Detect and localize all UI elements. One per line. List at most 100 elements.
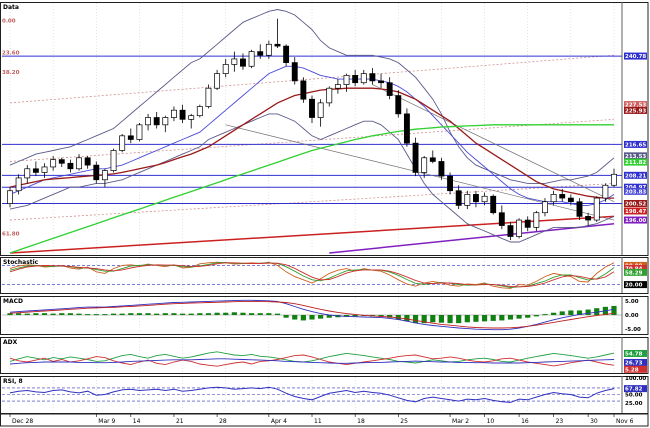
candle-body (101, 170, 108, 181)
adx-scale-label-bg (624, 349, 647, 357)
candle-body (576, 201, 583, 217)
candle-body (136, 124, 143, 140)
candle-body (429, 157, 436, 162)
candle-body (171, 109, 177, 118)
macd-histogram-bar (300, 315, 306, 321)
fib-line (9, 54, 615, 104)
candle-body (412, 142, 419, 173)
adx-scale-label-bg (624, 365, 647, 373)
x-tick-label: 25 (400, 418, 408, 425)
macd-histogram-bar (59, 313, 65, 315)
macd-histogram-bar (576, 310, 583, 315)
candle-body (145, 117, 151, 126)
price-label: 227.53 (625, 103, 646, 109)
macd-histogram-bar (507, 315, 514, 320)
candle-body (352, 75, 359, 84)
macd-histogram-bar (551, 312, 557, 315)
macd-histogram-bar (594, 308, 600, 315)
macd-histogram-bar (525, 315, 531, 318)
candle-body (317, 102, 324, 118)
x-tick-label: 23 (556, 418, 564, 425)
macd-histogram-bar (24, 313, 30, 315)
candle-body (300, 80, 307, 100)
candle-body (274, 43, 281, 47)
candle-body (179, 109, 186, 120)
candle-body (611, 173, 617, 186)
trend-line-gray_diag (225, 124, 615, 221)
macd-histogram-bar (67, 313, 73, 315)
candle-body (395, 95, 402, 115)
price-label-bg (624, 101, 647, 109)
candle-body (205, 87, 212, 107)
adx-line (9, 354, 615, 367)
x-tick-label: Dec 28 (12, 418, 33, 425)
candle-body (498, 212, 505, 226)
macd-histogram-bar (516, 315, 522, 319)
panel-title-macd: MACD (3, 298, 23, 305)
trend-line-purple (329, 222, 615, 254)
x-tick-label: Nov 6 (616, 418, 634, 425)
adx-line (9, 351, 615, 364)
x-axis: Dec 28 Mar 9 14 21 28 Apr 4 11 18 25 Mar 2 10 16 23 3… (0, 413, 649, 427)
stochastic-line (9, 262, 615, 288)
macd-histogram-bar (318, 315, 324, 319)
trend-line-red (9, 215, 615, 254)
candle-body (343, 75, 350, 85)
fib-label: 61.80 (2, 232, 20, 238)
candle-body (386, 82, 393, 96)
candle-body (585, 216, 592, 221)
macd-histogram-bar (110, 313, 117, 315)
macd-histogram-bar (171, 313, 177, 315)
candle-body (32, 168, 39, 173)
price-label-bg (624, 171, 647, 179)
x-tick-label: 28 (219, 418, 227, 425)
macd-histogram-bar (231, 312, 237, 315)
line-ma_long (9, 124, 614, 254)
candle-body (542, 201, 548, 214)
macd-histogram-bar (585, 309, 591, 315)
macd-histogram-bar (41, 313, 48, 315)
macd-histogram-bar (404, 315, 410, 322)
candle-body (369, 73, 376, 82)
rsi-scale-label-bg (624, 385, 647, 393)
macd-histogram-bar (387, 315, 393, 318)
candle-body (24, 168, 31, 179)
macd-histogram-bar (188, 313, 194, 315)
x-tick-label: 11 (314, 418, 322, 425)
candle-body (240, 58, 246, 67)
macd-histogram-bar (249, 313, 255, 315)
candle-body (127, 135, 134, 140)
candle-body (464, 194, 471, 206)
adx-scale-label: 5.28 (625, 367, 639, 373)
candle-body (559, 194, 566, 199)
macd-histogram-bar (412, 315, 419, 324)
macd-histogram-bar (266, 313, 272, 315)
candle-body (162, 117, 169, 126)
macd-histogram-bar (274, 313, 281, 315)
price-label: 208.21 (625, 173, 646, 179)
candle-body (58, 159, 65, 164)
price-label: 213.53 (625, 154, 646, 160)
candle-body (360, 73, 367, 84)
fib-label: 23.60 (2, 50, 20, 56)
candle-body (490, 195, 497, 214)
panel-adx: ADX (0, 337, 649, 374)
rsi-scale-label: 100.00 (625, 376, 646, 382)
panel-frame-price (0, 2, 649, 256)
candle-body (524, 219, 531, 228)
adx-series: 54.78 26.735.28 (9, 349, 647, 373)
candle-body (481, 195, 488, 203)
rsi-line (9, 386, 615, 403)
macd-histogram-bar (447, 315, 453, 324)
macd-histogram-bar (33, 313, 39, 315)
macd-histogram-bar (223, 312, 229, 315)
macd-scale-label: 5.00 (625, 299, 639, 305)
macd-histogram-bar (257, 313, 263, 315)
macd-histogram-bar (326, 315, 332, 318)
macd-histogram-bar (179, 313, 186, 315)
panel-macd: MACD (0, 296, 649, 335)
candle-body (438, 161, 445, 177)
